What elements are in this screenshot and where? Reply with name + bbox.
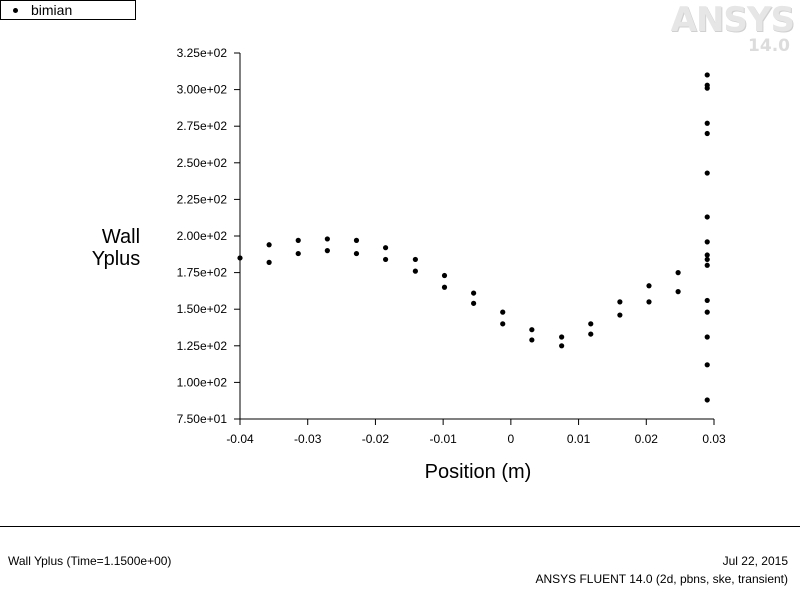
x-tick-label: -0.03: [294, 432, 322, 446]
data-points: [237, 72, 710, 403]
x-tick-label: 0.01: [567, 432, 591, 446]
data-point: [266, 259, 272, 265]
data-point: [353, 250, 360, 257]
y-tick-label: 2.25e+02: [177, 192, 228, 206]
y-axis-label-line-1: Wall: [102, 226, 140, 248]
data-point: [617, 312, 623, 318]
data-point: [704, 120, 710, 126]
footer-solver-info: ANSYS FLUENT 14.0 (2d, pbns, ske, transi…: [535, 572, 788, 586]
y-tick-label: 1.75e+02: [177, 266, 228, 280]
footer-plot-title: Wall Yplus (Time=1.1500e+00): [8, 554, 172, 568]
data-point: [471, 300, 477, 306]
data-point: [704, 72, 710, 78]
y-axis-label-line-2: Yplus: [92, 248, 141, 270]
data-point: [704, 252, 710, 258]
x-axis-ticks: -0.04 -0.03 -0.02 -0.01 0 0.01 0.02 0.03: [226, 419, 726, 446]
y-axis-ticks: 7.50e+01 1.00e+02 1.25e+02 1.50e+02 1.75e+02…: [177, 46, 240, 426]
x-tick-label: -0.01: [429, 432, 457, 446]
scatter-plot: 7.50e+01 1.00e+02 1.25e+02 1.50e+02 1.75e+02…: [92, 46, 726, 483]
data-point: [412, 256, 418, 263]
data-point: [382, 256, 389, 263]
data-point: [704, 309, 710, 315]
legend-marker-icon: [13, 8, 18, 13]
data-point: [704, 170, 710, 176]
data-point: [382, 245, 389, 251]
data-point: [704, 256, 710, 263]
data-point: [617, 299, 623, 305]
footer-date: Jul 22, 2015: [722, 554, 788, 568]
data-point: [353, 237, 360, 243]
data-point: [588, 321, 594, 327]
logo-version: 14.0: [748, 36, 790, 56]
data-point: [646, 299, 652, 305]
data-point: [704, 362, 710, 368]
footer-panel: Wall Yplus (Time=1.1500e+00) Jul 22, 201…: [0, 526, 800, 600]
y-tick-label: 1.00e+02: [177, 375, 228, 389]
x-tick-label: 0.03: [702, 432, 726, 446]
x-tick-label: 0: [508, 432, 515, 446]
x-tick-label: -0.04: [226, 432, 254, 446]
data-point: [704, 85, 710, 91]
x-tick-label: 0.02: [635, 432, 659, 446]
data-point: [500, 309, 506, 315]
y-tick-label: 2.75e+02: [177, 119, 228, 133]
ansys-logo: ANSYS 14.0: [670, 0, 795, 56]
data-point: [500, 321, 506, 327]
data-point: [266, 242, 272, 248]
data-point: [441, 272, 448, 279]
data-point: [295, 237, 301, 243]
data-point: [441, 284, 448, 290]
data-point: [646, 283, 652, 289]
legend-label: bimian: [31, 2, 73, 18]
x-tick-label: -0.02: [362, 432, 390, 446]
data-point: [704, 262, 710, 268]
y-tick-label: 1.50e+02: [177, 302, 228, 316]
data-point: [704, 214, 710, 220]
data-point: [237, 255, 243, 261]
data-point: [529, 327, 535, 333]
data-point: [559, 343, 565, 349]
data-point: [559, 334, 565, 340]
data-point: [675, 270, 681, 276]
y-tick-label: 3.00e+02: [177, 83, 228, 97]
logo-brand: ANSYS: [670, 0, 795, 40]
data-point: [704, 397, 710, 403]
data-point: [324, 236, 330, 242]
plot-axes: [239, 53, 714, 420]
data-point: [471, 290, 477, 296]
data-point: [704, 239, 710, 245]
legend-box: bimian: [0, 0, 136, 20]
y-tick-label: 2.00e+02: [177, 229, 228, 243]
y-tick-label: 2.50e+02: [177, 156, 228, 170]
x-axis-label: Position (m): [425, 461, 532, 483]
data-point: [324, 248, 330, 254]
data-point: [412, 268, 418, 274]
data-point: [704, 334, 710, 340]
data-point: [295, 250, 301, 257]
data-point: [704, 297, 710, 304]
y-tick-label: 1.25e+02: [177, 339, 228, 353]
data-point: [529, 337, 535, 343]
y-tick-label: 7.50e+01: [177, 412, 228, 426]
data-point: [675, 289, 681, 295]
data-point: [588, 331, 594, 337]
data-point: [704, 130, 710, 137]
y-tick-label: 3.25e+02: [177, 46, 228, 60]
